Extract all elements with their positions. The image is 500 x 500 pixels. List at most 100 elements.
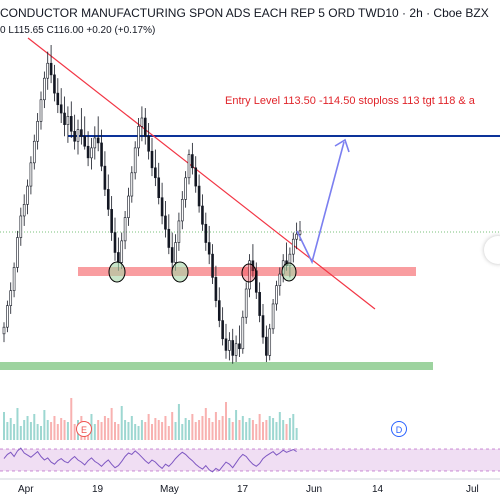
scroll-to-realtime-button[interactable] (484, 236, 500, 264)
candle-body (268, 328, 272, 356)
candle-body (164, 215, 167, 230)
volume-bar (63, 420, 66, 440)
volume-bar (275, 422, 278, 440)
volume-bar (241, 416, 244, 440)
volume-bar (114, 422, 116, 440)
volume-bar (134, 424, 137, 440)
candle-body (26, 185, 29, 205)
volume-bar (265, 420, 268, 440)
volume-bar (164, 416, 167, 440)
candle-body (56, 92, 60, 106)
volume-bar (97, 420, 100, 440)
volume-bar (56, 424, 59, 440)
volume-bar (33, 414, 36, 440)
candle-body (147, 135, 150, 152)
candle-body (298, 230, 302, 235)
volume-bar (40, 426, 42, 440)
candle-body (143, 117, 147, 137)
support-zone (78, 267, 416, 276)
volume-bar (130, 416, 133, 440)
volume-bar (154, 418, 157, 440)
candle-body (207, 242, 211, 255)
support-touch-marker (108, 261, 126, 283)
volume-bar (151, 424, 153, 440)
volume-bar (225, 402, 227, 440)
candle-body (271, 303, 275, 330)
candle-body (130, 172, 134, 197)
candle-body (66, 116, 70, 125)
volume-bar (147, 414, 150, 440)
volume-bar (60, 418, 63, 440)
candle-body (43, 77, 46, 101)
candle-body (170, 247, 174, 263)
volume-bar (292, 414, 295, 440)
candle-body (49, 62, 53, 76)
volume-bar (161, 422, 164, 440)
candle-body (29, 162, 33, 187)
volume-bar (26, 416, 29, 440)
candle-body (150, 150, 154, 169)
candle-body (127, 195, 130, 218)
volume-bar (248, 418, 251, 440)
candle-body (120, 240, 124, 263)
volume-bar (272, 418, 275, 440)
candle-body (295, 233, 298, 240)
candle-body (46, 62, 50, 79)
volume-bar (167, 426, 170, 440)
volume-bar (198, 420, 201, 440)
candle-body (103, 165, 107, 190)
volume-bar (100, 422, 103, 440)
candle-body (275, 285, 278, 305)
candle-body (100, 142, 103, 167)
candle-body (86, 145, 90, 159)
candle-body (6, 305, 9, 328)
candle-body (16, 237, 19, 268)
candle-body (160, 197, 164, 217)
volume-bar (9, 418, 12, 440)
candles (2, 44, 302, 364)
volume-bar (137, 426, 140, 440)
candle-body (36, 121, 39, 142)
volume-bar (218, 420, 221, 440)
volume-bar (36, 424, 39, 440)
earnings-marker[interactable]: E (76, 421, 92, 437)
volume-bar (288, 418, 291, 440)
candle-body (80, 129, 83, 137)
projection-arrowhead (334, 138, 350, 153)
x-tick-label: 19 (92, 484, 104, 495)
volume-bar (278, 412, 281, 440)
volume-bar (181, 424, 184, 440)
candle-body (248, 260, 251, 290)
volume-bar (258, 414, 261, 440)
candle-body (221, 320, 224, 340)
volume-bar (144, 422, 147, 440)
candle-body (177, 220, 181, 243)
candle-body (133, 147, 137, 174)
candle-body (191, 154, 194, 169)
candle-body (123, 217, 127, 242)
candle-body (117, 252, 120, 263)
support-touch-marker (171, 261, 189, 283)
support-touch-marker (281, 262, 297, 282)
rsi-band (0, 449, 500, 471)
candle-body (278, 273, 282, 286)
candle-body (59, 104, 63, 114)
trend-line (27, 37, 376, 310)
dividend-marker[interactable]: D (391, 421, 407, 437)
candle-body (241, 316, 245, 350)
volume-bar (157, 420, 160, 440)
candle-body (73, 131, 76, 142)
candle-body (2, 326, 6, 335)
candle-body (154, 167, 157, 179)
candle-body (76, 129, 80, 142)
chart-header: CONDUCTOR MANUFACTURING SPON ADS EACH RE… (0, 6, 500, 40)
candle-body (157, 177, 161, 198)
volume-bar (3, 412, 5, 440)
volume-bar (188, 420, 190, 440)
volume-bar (117, 424, 120, 440)
candle-body (234, 343, 238, 356)
volume-bar (191, 414, 194, 440)
volume-bar (208, 418, 211, 440)
volume-bar (285, 424, 288, 440)
